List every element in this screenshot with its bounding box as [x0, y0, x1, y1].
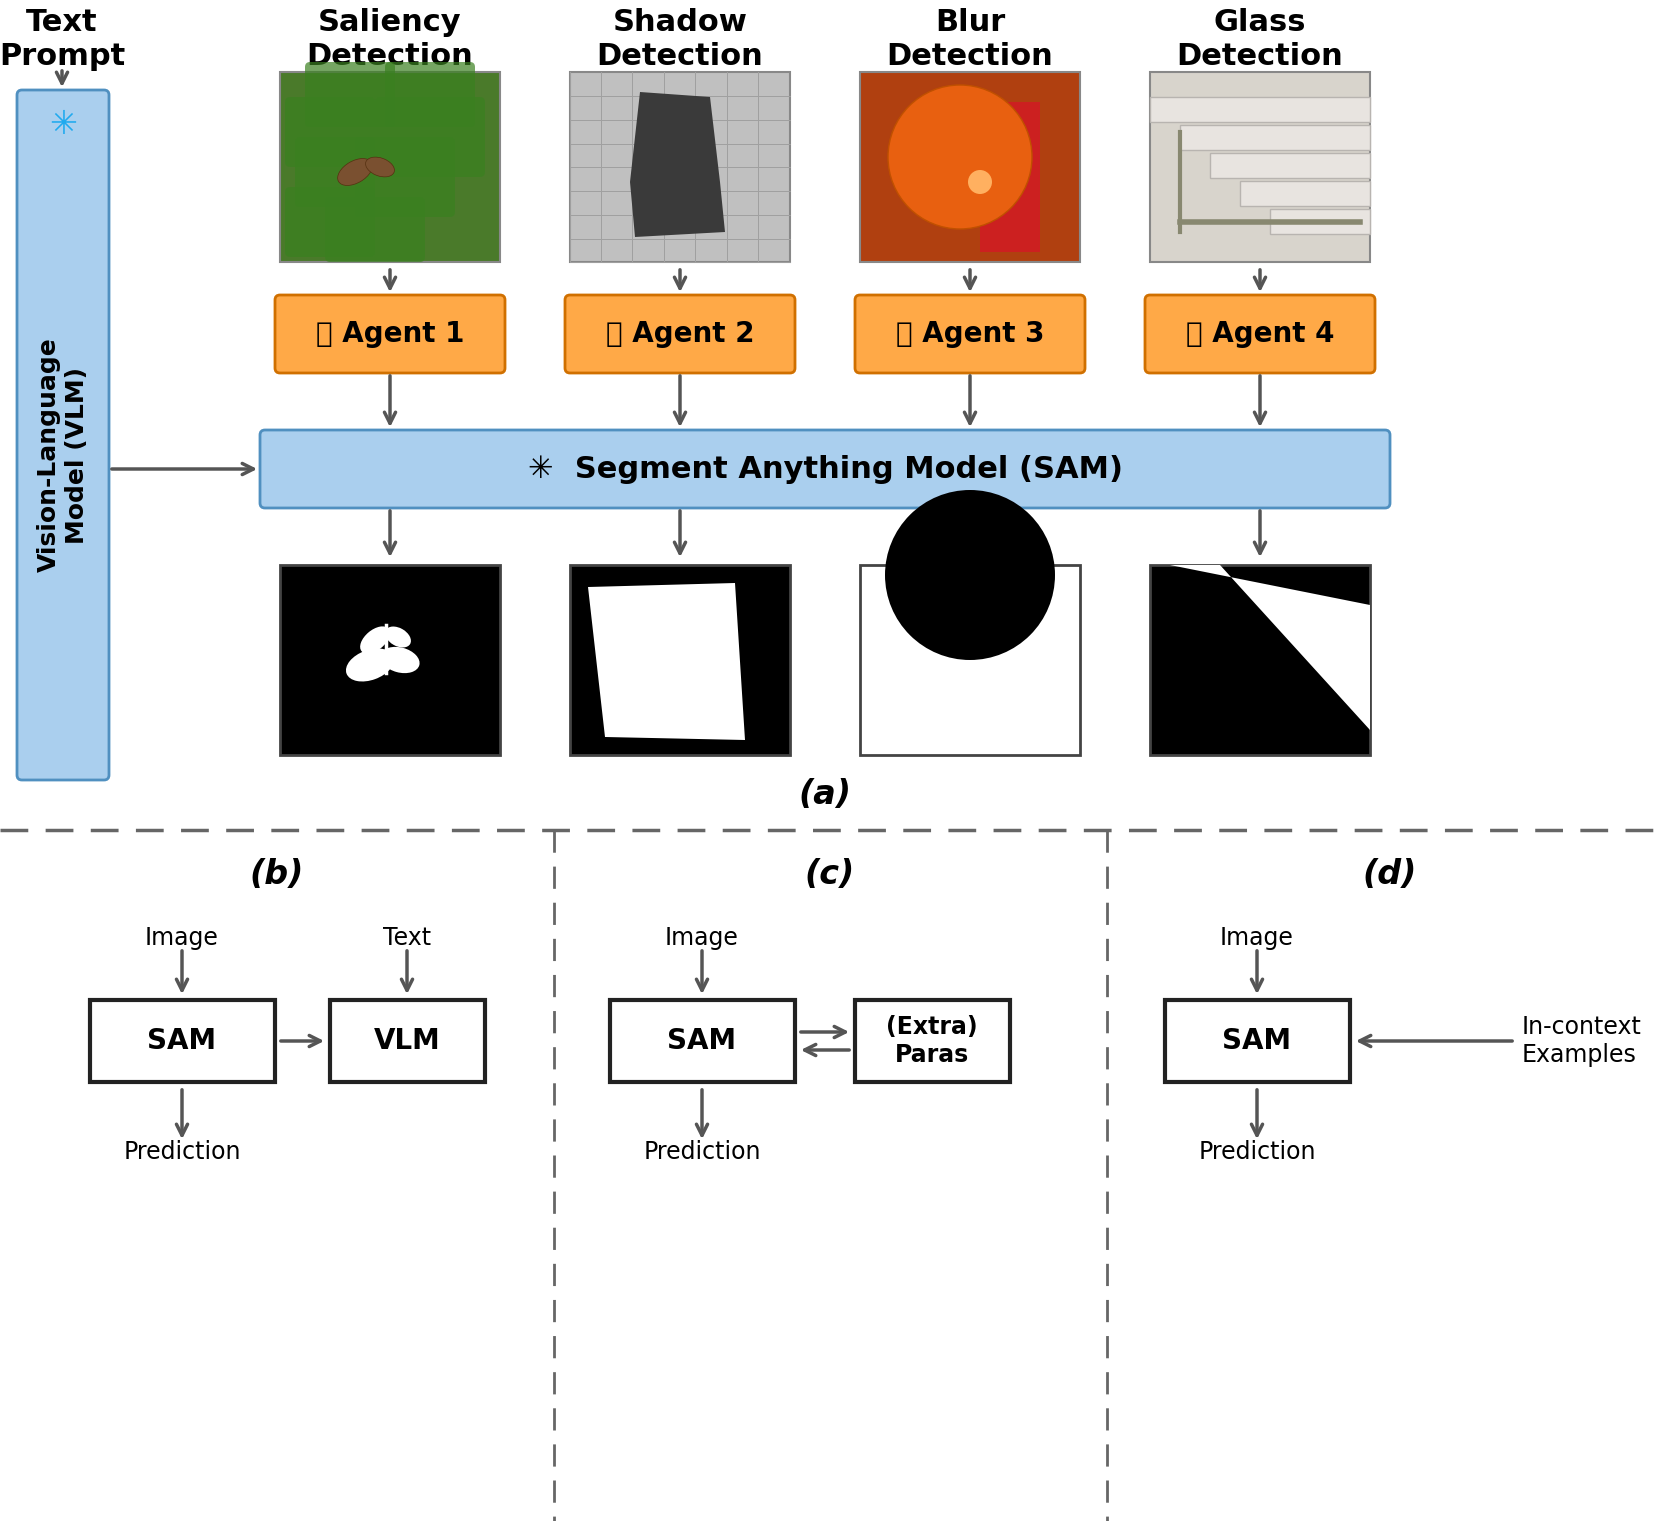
FancyBboxPatch shape	[855, 295, 1085, 373]
Ellipse shape	[365, 157, 394, 176]
FancyBboxPatch shape	[281, 564, 500, 754]
Ellipse shape	[385, 627, 410, 648]
Text: Prediction: Prediction	[123, 1141, 241, 1164]
FancyBboxPatch shape	[355, 137, 455, 218]
Polygon shape	[588, 583, 746, 741]
FancyBboxPatch shape	[375, 97, 485, 176]
Polygon shape	[630, 91, 724, 237]
Circle shape	[968, 170, 992, 195]
FancyBboxPatch shape	[1179, 125, 1370, 151]
FancyBboxPatch shape	[281, 71, 500, 262]
Text: Image: Image	[145, 926, 219, 951]
FancyBboxPatch shape	[286, 97, 375, 167]
FancyBboxPatch shape	[306, 62, 395, 126]
Text: Glass
Detection: Glass Detection	[1176, 8, 1344, 70]
Text: VLM: VLM	[374, 1027, 440, 1056]
Text: Text: Text	[384, 926, 432, 951]
Text: 🔥 Agent 4: 🔥 Agent 4	[1186, 319, 1334, 348]
Polygon shape	[1169, 564, 1370, 730]
Text: (d): (d)	[1362, 858, 1417, 891]
FancyBboxPatch shape	[331, 999, 485, 1081]
Text: Prediction: Prediction	[1198, 1141, 1316, 1164]
Text: SAM: SAM	[1222, 1027, 1292, 1056]
FancyBboxPatch shape	[1209, 154, 1370, 178]
Ellipse shape	[345, 648, 394, 681]
FancyBboxPatch shape	[326, 198, 425, 262]
Text: (a): (a)	[799, 779, 852, 812]
Text: (b): (b)	[249, 858, 304, 891]
Text: ✳: ✳	[50, 108, 76, 141]
FancyBboxPatch shape	[276, 295, 505, 373]
FancyBboxPatch shape	[261, 430, 1390, 508]
Text: ✳  Segment Anything Model (SAM): ✳ Segment Anything Model (SAM)	[528, 455, 1123, 484]
Text: Blur
Detection: Blur Detection	[887, 8, 1053, 70]
Text: In-context
Examples: In-context Examples	[1521, 1015, 1641, 1066]
FancyBboxPatch shape	[855, 999, 1010, 1081]
FancyBboxPatch shape	[1144, 295, 1375, 373]
FancyBboxPatch shape	[980, 102, 1040, 252]
Text: Image: Image	[1221, 926, 1294, 951]
Text: Text
Prompt: Text Prompt	[0, 8, 125, 70]
Text: Prediction: Prediction	[643, 1141, 761, 1164]
FancyBboxPatch shape	[860, 71, 1080, 262]
Ellipse shape	[337, 158, 372, 186]
Text: 🔥 Agent 2: 🔥 Agent 2	[606, 319, 754, 348]
Ellipse shape	[360, 627, 390, 654]
Text: Shadow
Detection: Shadow Detection	[596, 8, 764, 70]
Text: (c): (c)	[806, 858, 855, 891]
FancyBboxPatch shape	[1241, 181, 1370, 205]
FancyBboxPatch shape	[385, 62, 475, 126]
Text: SAM: SAM	[148, 1027, 216, 1056]
Text: 🔥 Agent 3: 🔥 Agent 3	[895, 319, 1045, 348]
Ellipse shape	[380, 646, 420, 674]
FancyBboxPatch shape	[860, 564, 1080, 754]
Circle shape	[889, 85, 1031, 230]
Text: Vision-Language
Model (VLM): Vision-Language Model (VLM)	[37, 338, 90, 572]
FancyBboxPatch shape	[296, 137, 375, 207]
Text: 🔥 Agent 1: 🔥 Agent 1	[316, 319, 463, 348]
FancyBboxPatch shape	[565, 295, 796, 373]
FancyBboxPatch shape	[570, 564, 791, 754]
Text: SAM: SAM	[668, 1027, 736, 1056]
FancyBboxPatch shape	[1149, 97, 1370, 122]
FancyBboxPatch shape	[610, 999, 796, 1081]
FancyBboxPatch shape	[90, 999, 276, 1081]
FancyBboxPatch shape	[570, 71, 791, 262]
Text: (Extra)
Paras: (Extra) Paras	[887, 1015, 978, 1066]
Circle shape	[885, 490, 1055, 660]
Text: Saliency
Detection: Saliency Detection	[307, 8, 473, 70]
FancyBboxPatch shape	[286, 187, 375, 257]
FancyBboxPatch shape	[17, 90, 110, 780]
FancyBboxPatch shape	[1164, 999, 1350, 1081]
FancyBboxPatch shape	[1149, 71, 1370, 262]
FancyBboxPatch shape	[1271, 208, 1370, 234]
FancyBboxPatch shape	[1149, 564, 1370, 754]
Text: Image: Image	[664, 926, 739, 951]
